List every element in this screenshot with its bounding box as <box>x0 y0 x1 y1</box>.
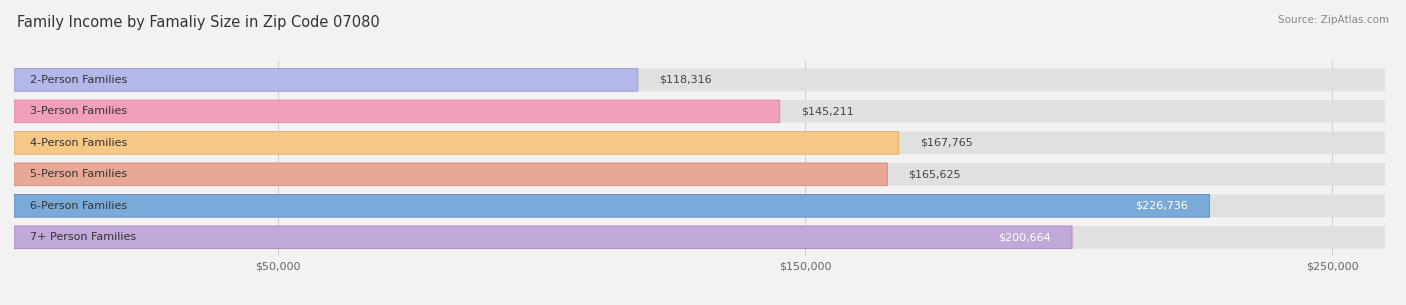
Text: $226,736: $226,736 <box>1136 201 1188 211</box>
Text: 2-Person Families: 2-Person Families <box>30 75 127 85</box>
FancyBboxPatch shape <box>14 195 1385 217</box>
Text: $145,211: $145,211 <box>801 106 853 117</box>
Text: $200,664: $200,664 <box>998 232 1050 242</box>
FancyBboxPatch shape <box>14 163 887 186</box>
FancyBboxPatch shape <box>14 69 638 91</box>
Text: 6-Person Families: 6-Person Families <box>30 201 127 211</box>
Text: $118,316: $118,316 <box>659 75 711 85</box>
FancyBboxPatch shape <box>14 195 1209 217</box>
FancyBboxPatch shape <box>14 226 1071 249</box>
Text: 5-Person Families: 5-Person Families <box>30 169 127 179</box>
Text: $167,765: $167,765 <box>920 138 973 148</box>
Text: $165,625: $165,625 <box>908 169 962 179</box>
Text: 4-Person Families: 4-Person Families <box>30 138 127 148</box>
FancyBboxPatch shape <box>14 226 1385 249</box>
FancyBboxPatch shape <box>14 131 1385 154</box>
FancyBboxPatch shape <box>14 163 1385 186</box>
Text: 7+ Person Families: 7+ Person Families <box>30 232 136 242</box>
FancyBboxPatch shape <box>14 100 780 123</box>
FancyBboxPatch shape <box>14 131 898 154</box>
Text: Family Income by Famaliy Size in Zip Code 07080: Family Income by Famaliy Size in Zip Cod… <box>17 15 380 30</box>
FancyBboxPatch shape <box>14 69 1385 91</box>
Text: 3-Person Families: 3-Person Families <box>30 106 127 117</box>
Text: Source: ZipAtlas.com: Source: ZipAtlas.com <box>1278 15 1389 25</box>
FancyBboxPatch shape <box>14 100 1385 123</box>
